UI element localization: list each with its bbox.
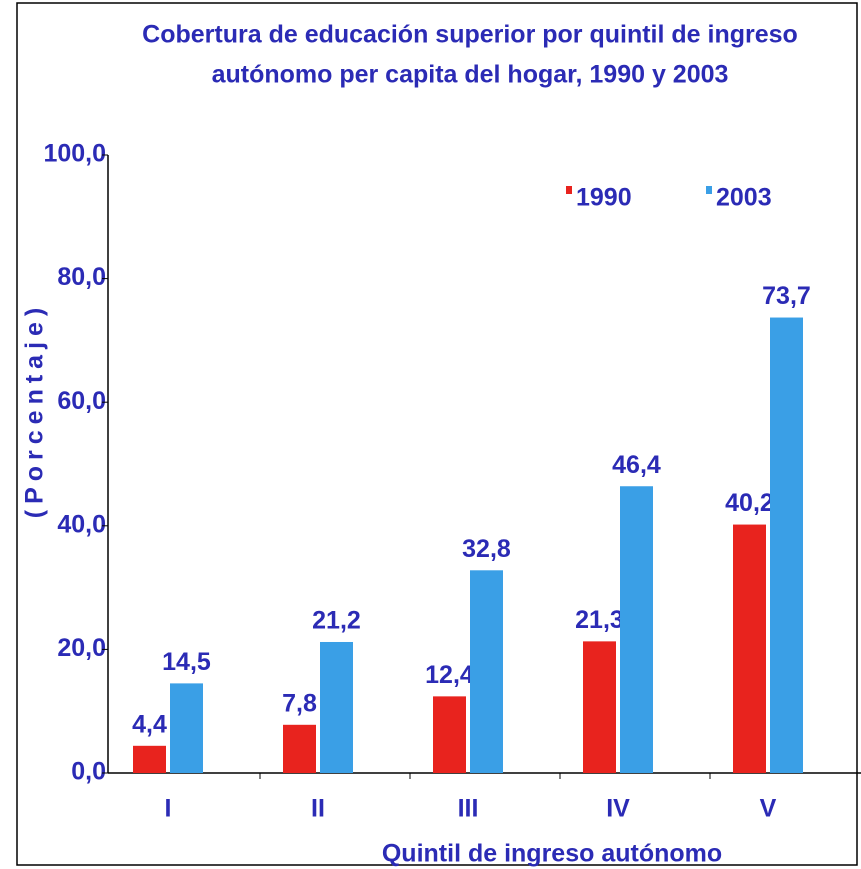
bar	[170, 683, 203, 773]
y-tick-label: 60,0	[57, 387, 106, 415]
bar	[433, 696, 466, 773]
value-label: 21,2	[312, 607, 361, 635]
bar	[583, 641, 616, 773]
value-label: 14,5	[162, 648, 211, 676]
y-tick-label: 80,0	[57, 263, 106, 291]
value-label: 21,3	[575, 606, 624, 634]
y-tick-label: 20,0	[57, 634, 106, 662]
value-label: 32,8	[462, 535, 511, 563]
bar	[620, 486, 653, 773]
y-tick-label: 100,0	[43, 140, 106, 168]
value-label: 7,8	[282, 689, 317, 717]
legend-marker	[566, 186, 572, 194]
value-label: 40,2	[725, 489, 774, 517]
value-label: 4,4	[132, 710, 167, 738]
value-label: 12,4	[425, 661, 474, 689]
bar	[733, 524, 766, 773]
frame	[16, 2, 858, 866]
bar	[470, 570, 503, 773]
legend-label: 2003	[716, 184, 772, 212]
x-tick-label: V	[760, 795, 777, 823]
bar	[133, 745, 166, 773]
bar	[320, 641, 353, 773]
bar	[770, 317, 803, 773]
y-tick-label: 0,0	[71, 758, 106, 786]
x-tick-label: III	[458, 795, 479, 823]
value-label: 46,4	[612, 451, 661, 479]
chart-title: Cobertura de educación superior por quin…	[142, 21, 798, 49]
y-axis-label: (Porcentaje)	[21, 302, 49, 518]
value-label: 73,7	[762, 282, 811, 310]
bar	[283, 724, 316, 773]
legend-marker	[706, 186, 712, 194]
y-tick-label: 40,0	[57, 510, 106, 538]
x-tick-label: I	[165, 795, 172, 823]
chart-title: autónomo per capita del hogar, 1990 y 20…	[212, 61, 729, 89]
x-tick-label: II	[311, 795, 325, 823]
x-tick-label: IV	[606, 795, 630, 823]
x-axis-label: Quintil de ingreso autónomo	[382, 840, 722, 868]
legend-label: 1990	[576, 184, 632, 212]
